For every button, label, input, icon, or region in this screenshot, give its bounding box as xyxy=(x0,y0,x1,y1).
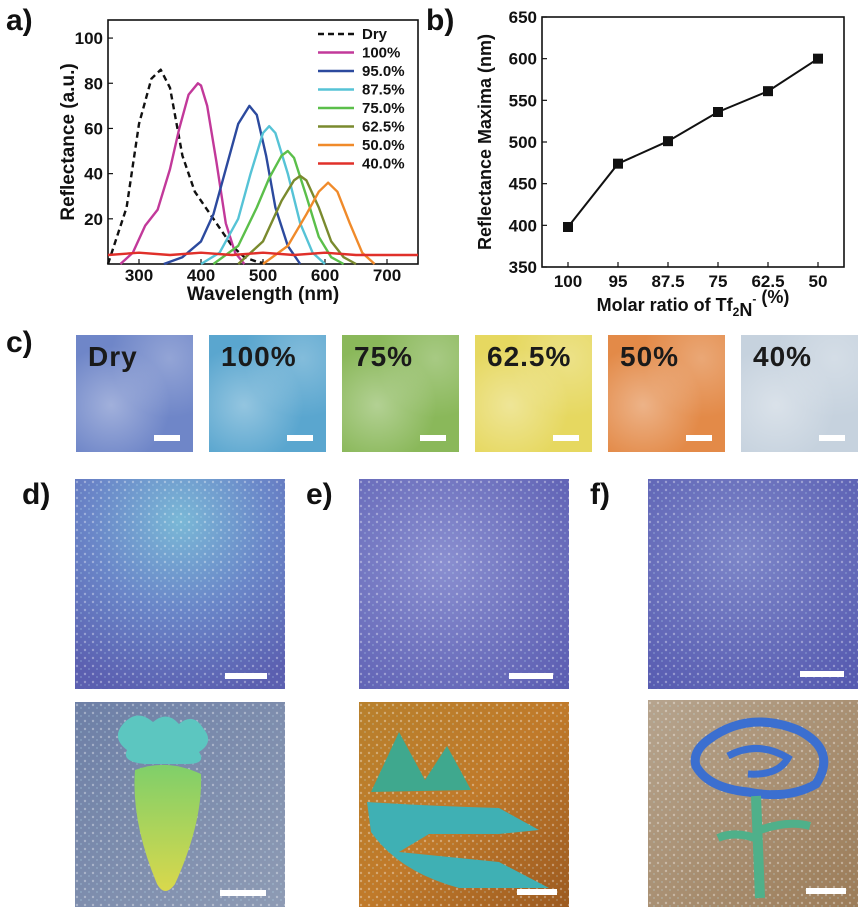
y-tick-label: 450 xyxy=(509,175,537,194)
x-tick-label: 700 xyxy=(373,266,401,285)
y-tick-label: 650 xyxy=(509,8,537,27)
data-point xyxy=(663,136,673,147)
scalebar xyxy=(800,671,844,677)
photo-c-4: 62.5% xyxy=(475,335,592,452)
photo-label: 50% xyxy=(620,341,680,372)
series-line xyxy=(567,57,819,228)
chart-b-reflectance-maxima: 350 400 450 500 550 600 650 100 95 87.5 75 62.5 50 Mo… xyxy=(475,8,845,320)
x-tick-label: 75 xyxy=(709,272,728,291)
panel-label-a: a) xyxy=(6,4,33,37)
data-point xyxy=(713,107,723,117)
plot-frame xyxy=(541,16,845,268)
series-line xyxy=(212,149,345,266)
y-axis-label: Reflectance Maxima (nm) xyxy=(475,34,495,250)
scalebar xyxy=(517,889,557,895)
photo-label: 40% xyxy=(753,341,813,372)
panel-label-c: c) xyxy=(6,326,33,359)
y-tick-label: 80 xyxy=(84,74,103,93)
y-tick-label: 20 xyxy=(84,210,103,229)
legend-label: Dry xyxy=(362,26,388,43)
photo-c-6: 40% xyxy=(741,335,858,452)
photo-e-top-image xyxy=(359,479,569,689)
photo-label: Dry xyxy=(88,341,138,372)
photo-f-top-image xyxy=(648,479,858,689)
legend-label: 100% xyxy=(362,45,400,62)
y-tick-label: 350 xyxy=(509,258,537,277)
data-point xyxy=(763,86,773,97)
series-line xyxy=(107,251,418,257)
x-tick-label: 400 xyxy=(187,266,215,285)
photo-f-bottom xyxy=(648,700,858,907)
legend-label: 75.0% xyxy=(362,100,405,117)
scalebar xyxy=(287,435,313,441)
data-point xyxy=(613,158,623,169)
y-tick-label: 60 xyxy=(84,119,103,138)
scalebar xyxy=(509,673,553,679)
scalebar xyxy=(819,435,845,441)
scalebar xyxy=(806,888,846,894)
photo-c-1: Dry xyxy=(76,335,193,452)
scalebar xyxy=(225,673,267,679)
photo-e-top xyxy=(359,479,569,689)
y-axis-label: Reflectance (a.u.) xyxy=(58,63,79,220)
x-axis-label: Wavelength (nm) xyxy=(187,284,339,305)
data-point xyxy=(563,222,573,232)
legend-label: 40.0% xyxy=(362,156,405,173)
series-line xyxy=(119,82,246,265)
legend-label: 62.5% xyxy=(362,119,405,136)
y-tick-label: 40 xyxy=(84,165,103,184)
x-tick-label: 95 xyxy=(609,272,628,291)
scalebar xyxy=(553,435,579,441)
scalebar xyxy=(154,435,180,441)
panel-label-e: e) xyxy=(306,478,333,511)
photo-f-top xyxy=(648,479,858,689)
scalebar xyxy=(686,435,712,441)
photo-label: 100% xyxy=(221,341,297,372)
x-tick-label: 50 xyxy=(809,272,828,291)
x-tick-label: 87.5 xyxy=(651,272,684,291)
series-line xyxy=(262,181,376,265)
x-tick-label: 500 xyxy=(249,266,277,285)
panel-label-f: f) xyxy=(590,478,610,511)
x-tick-label: 62.5 xyxy=(751,272,784,291)
photo-label: 75% xyxy=(354,341,414,372)
series-line xyxy=(163,104,302,266)
chart-a-reflectance-spectra: 300 400 500 600 700 20 40 60 80 100 Wavelength (nm… xyxy=(58,19,419,305)
photo-e-bottom-image xyxy=(359,702,569,907)
photo-e-bottom xyxy=(359,702,569,907)
photo-c-2: 100% xyxy=(209,335,326,452)
photo-d-bottom xyxy=(75,702,285,907)
photo-label: 62.5% xyxy=(487,341,572,372)
legend-label: 50.0% xyxy=(362,137,405,154)
scalebar xyxy=(420,435,446,441)
photo-d-bottom-image xyxy=(75,702,285,907)
photo-c-3: 75% xyxy=(342,335,459,452)
panel-label-b: b) xyxy=(426,4,455,37)
scalebar xyxy=(220,890,266,896)
legend-label: 87.5% xyxy=(362,82,405,99)
y-tick-label: 550 xyxy=(509,91,537,110)
x-tick-label: 300 xyxy=(125,266,153,285)
series-line xyxy=(200,125,326,266)
legend-label: 95.0% xyxy=(362,63,405,80)
y-tick-label: 500 xyxy=(509,133,537,152)
y-tick-label: 400 xyxy=(509,216,537,235)
x-tick-label: 100 xyxy=(554,272,582,291)
panel-label-d: d) xyxy=(22,478,51,511)
x-tick-label: 600 xyxy=(311,266,339,285)
data-point xyxy=(813,53,823,64)
y-tick-label: 100 xyxy=(75,29,103,48)
x-axis-label: Molar ratio of Tf2N- (%) xyxy=(597,287,790,320)
y-tick-label: 600 xyxy=(509,50,537,69)
photo-d-top-image xyxy=(75,479,285,689)
series-line xyxy=(237,174,357,266)
photo-f-bottom-image xyxy=(648,700,858,907)
photo-c-5: 50% xyxy=(608,335,725,452)
photo-d-top xyxy=(75,479,285,689)
